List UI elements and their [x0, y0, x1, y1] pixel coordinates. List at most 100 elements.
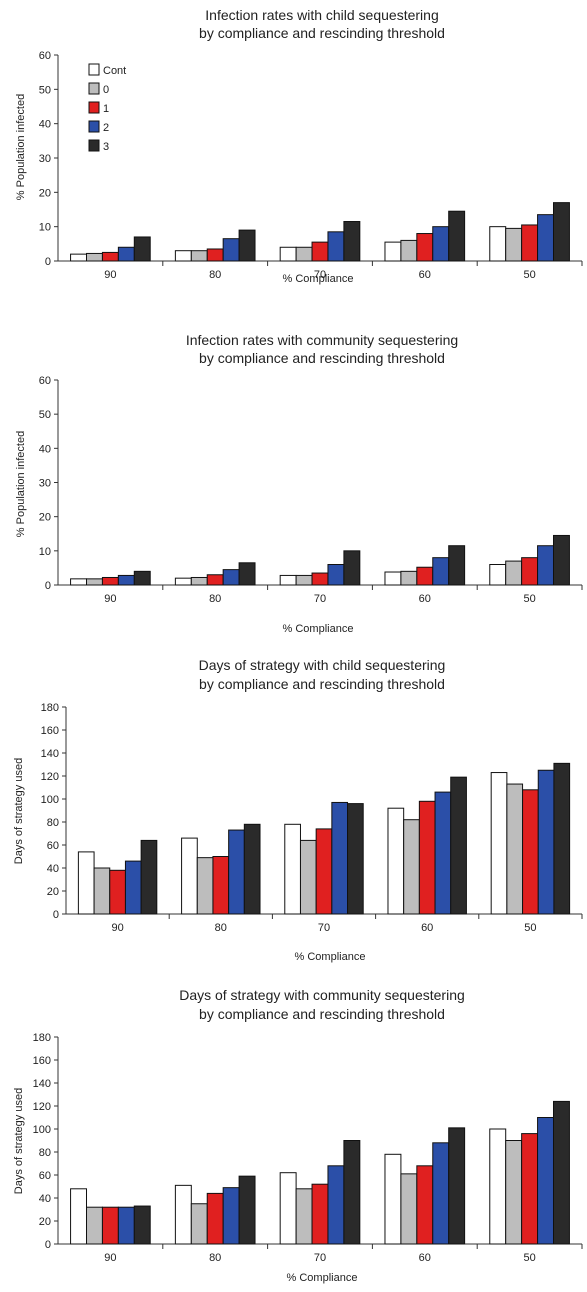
- y-tick-label: 100: [41, 794, 59, 806]
- legend-label: 2: [103, 122, 109, 134]
- bar-3-50: [553, 762, 571, 915]
- x-tick-label: 50: [524, 922, 536, 934]
- bar-0-60: [400, 239, 418, 262]
- bar-2-80: [222, 1187, 240, 1245]
- legend-swatch-2: [88, 120, 100, 133]
- bar-1-80: [206, 1192, 224, 1245]
- legend-swatch-0: [88, 82, 100, 95]
- legend-label: Cont: [103, 65, 126, 77]
- legend-swatch-1: [88, 101, 100, 114]
- bar-2-90: [124, 860, 142, 915]
- bar-1-60: [416, 233, 434, 262]
- chart-3-title: Days of strategy with child sequestering: [199, 657, 446, 673]
- y-tick-label: 120: [41, 771, 59, 783]
- bar-cont-70: [279, 1172, 297, 1245]
- bar-3-60: [448, 210, 466, 262]
- bar-3-80: [243, 823, 261, 915]
- bar-cont-90: [77, 851, 95, 915]
- y-tick-label: 60: [39, 375, 51, 387]
- x-tick-label: 90: [104, 269, 116, 281]
- bar-0-80: [196, 857, 214, 915]
- bar-2-50: [537, 545, 554, 586]
- bar-0-50: [505, 560, 523, 586]
- y-tick-label: 140: [41, 748, 59, 760]
- y-tick-label: 20: [39, 187, 51, 199]
- y-tick-label: 160: [33, 1055, 51, 1067]
- bar-cont-50: [489, 226, 507, 262]
- y-tick-label: 60: [39, 50, 51, 62]
- bar-3-60: [448, 1127, 466, 1245]
- bar-2-50: [537, 1117, 554, 1245]
- bar-2-60: [432, 226, 450, 262]
- y-tick-label: 0: [45, 1239, 51, 1251]
- chart-2-subtitle: by compliance and rescinding threshold: [199, 350, 445, 366]
- chart-4-plot: 0 20 40 60 80 100 120 140 160 180 90 80 70 60 50: [33, 1032, 583, 1264]
- bar-2-80: [222, 238, 240, 262]
- bar-1-60: [416, 1165, 434, 1245]
- y-tick-label: 160: [41, 725, 59, 737]
- bar-0-50: [505, 227, 523, 262]
- bar-cont-60: [384, 1153, 402, 1245]
- bar-2-80: [222, 569, 240, 586]
- bar-3-60: [450, 776, 467, 915]
- y-tick-label: 40: [39, 1193, 51, 1205]
- bar-0-90: [86, 578, 103, 586]
- x-tick-label: 90: [111, 922, 123, 934]
- bar-0-70: [295, 1188, 313, 1245]
- bar-3-90: [133, 1205, 151, 1245]
- bar-3-70: [343, 550, 361, 586]
- bar-2-60: [432, 557, 450, 586]
- bar-1-90: [101, 576, 119, 586]
- bar-2-70: [327, 564, 345, 586]
- x-tick-label: 70: [314, 269, 326, 281]
- y-tick-label: 0: [45, 580, 51, 592]
- chart-1-title: Infection rates with child sequestering: [205, 7, 438, 23]
- bar-1-50: [522, 789, 539, 915]
- bar-0-70: [299, 839, 317, 915]
- chart-3-ylabel: Days of strategy used: [13, 758, 25, 864]
- bar-0-60: [403, 819, 420, 915]
- y-tick-label: 60: [39, 1170, 51, 1182]
- x-tick-label: 80: [209, 1252, 221, 1264]
- y-tick-label: 80: [47, 817, 59, 829]
- bar-3-70: [343, 1140, 361, 1245]
- bar-0-80: [190, 576, 208, 586]
- bar-3-70: [347, 803, 364, 915]
- bar-3-50: [552, 534, 570, 586]
- bar-0-90: [86, 252, 103, 262]
- x-tick-label: 70: [318, 922, 330, 934]
- bar-cont-80: [174, 577, 192, 586]
- y-tick-label: 10: [39, 546, 51, 558]
- x-tick-label: 80: [215, 922, 227, 934]
- y-tick-label: 60: [47, 840, 59, 852]
- bar-3-50: [552, 1100, 570, 1245]
- bar-1-70: [315, 828, 333, 915]
- y-tick-label: 40: [47, 863, 59, 875]
- y-tick-label: 30: [39, 478, 51, 490]
- bar-1-70: [311, 572, 329, 586]
- bar-2-60: [434, 791, 452, 915]
- y-tick-label: 20: [47, 886, 59, 898]
- bar-2-80: [228, 829, 245, 915]
- bar-1-80: [212, 856, 230, 915]
- chart-3-xlabel: % Compliance: [295, 951, 366, 963]
- chart-1-xlabel: % Compliance: [283, 273, 354, 285]
- bar-0-70: [295, 246, 313, 262]
- bar-cont-50: [489, 1128, 507, 1245]
- chart-2-plot: 0 10 20 30 40 50 60 90 80 70 60 50: [39, 375, 583, 605]
- bar-3-60: [448, 545, 466, 586]
- bar-3-90: [133, 236, 151, 262]
- bar-3-80: [238, 229, 256, 262]
- bar-1-50: [521, 224, 539, 262]
- y-tick-label: 40: [39, 119, 51, 131]
- bar-3-70: [343, 221, 361, 262]
- chart-2-xlabel: % Compliance: [283, 623, 354, 635]
- chart-3-subtitle: by compliance and rescinding threshold: [199, 676, 445, 692]
- bar-1-60: [418, 800, 436, 915]
- bar-2-50: [537, 214, 554, 262]
- bar-2-50: [537, 769, 555, 915]
- y-tick-label: 0: [53, 909, 59, 921]
- chart-2-ylabel: % Population infected: [15, 431, 27, 537]
- bar-1-50: [521, 1133, 539, 1245]
